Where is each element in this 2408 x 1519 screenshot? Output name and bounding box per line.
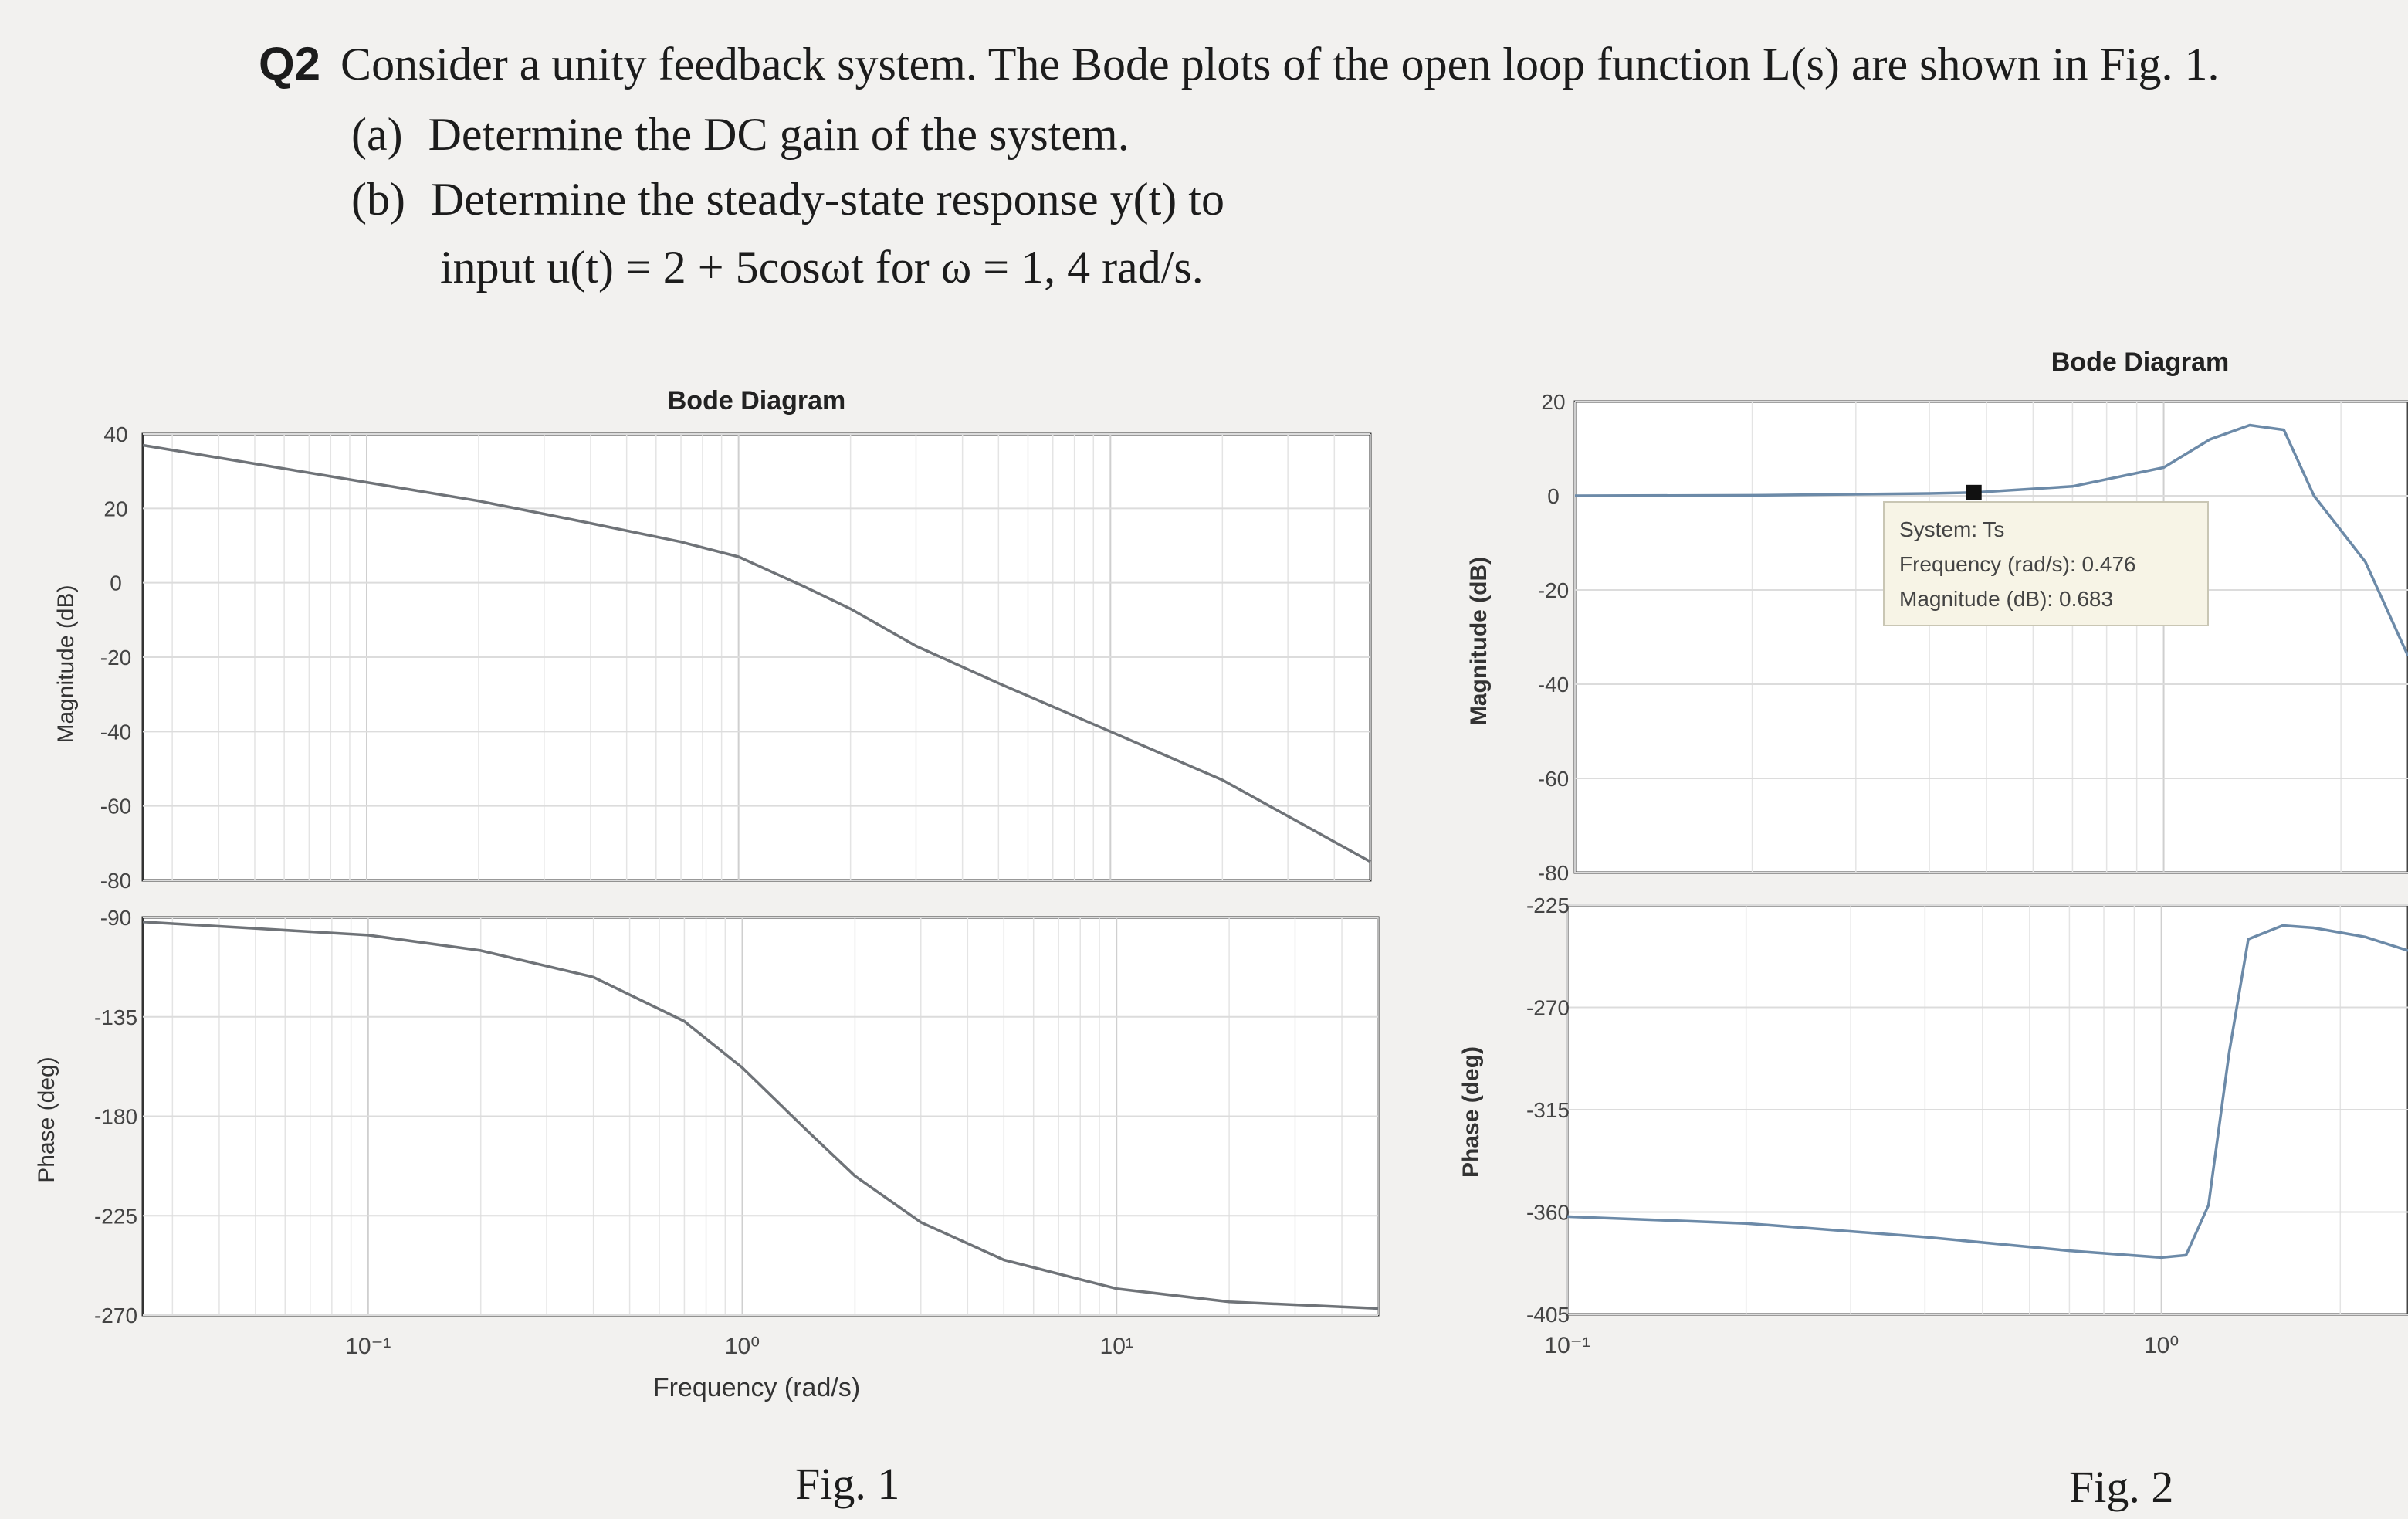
fig2-mag-series-line: [1574, 423, 2408, 657]
fig1-mag-ytick: 40: [103, 422, 127, 446]
fig2-caption: Fig. 2: [2069, 1462, 2174, 1512]
fig2-mag-ytick: -40: [1538, 673, 1569, 697]
fig1-mag-ytick: -40: [100, 720, 131, 744]
fig1-phase-xtick: 10⁰: [725, 1334, 760, 1359]
fig1-title: Bode Diagram: [668, 386, 846, 415]
fig1-mag-ytick: -80: [100, 869, 131, 893]
datatip-frequency: Frequency (rad/s): 0.476: [1899, 552, 2136, 576]
datatip-magnitude: Magnitude (dB): 0.683: [1899, 587, 2113, 611]
fig1-mag-ytick: 0: [110, 571, 122, 595]
fig1-mag-ytick: -20: [100, 646, 131, 670]
fig1-magnitude-axes: 40 20 0 -20 -40 -60 -80: [100, 422, 1372, 893]
fig2-phase-ytick: -360: [1526, 1201, 1570, 1225]
datatip-box: [1883, 501, 2209, 626]
fig1-phase-series-line: [142, 920, 1379, 1310]
question-text: Consider a unity feedback system. The Bo…: [340, 39, 2220, 90]
fig1-phase-xtick: 10¹: [1100, 1334, 1133, 1359]
part-b-text-line2: input u(t) = 2 + 5cosωt for ω = 1, 4 rad…: [440, 242, 1204, 293]
fig1-magnitude-ylabel: Magnitude (dB): [53, 585, 79, 743]
fig1-phase-xtick: 10⁻¹: [345, 1334, 391, 1359]
fig1-mag-ytick: -60: [100, 795, 131, 819]
fig1-phase-ytick: -90: [100, 906, 131, 930]
part-b: (b) Determine the steady-state response …: [351, 173, 1224, 226]
fig2-phase-ytick: -405: [1526, 1303, 1570, 1327]
fig2-title: Bode Diagram: [2051, 348, 2230, 377]
part-b-text-line1: Determine the steady-state response y(t)…: [430, 174, 1224, 225]
fig2-mag-ytick: -60: [1538, 767, 1569, 791]
fig1-phase-ytick: -135: [94, 1005, 137, 1029]
datatip-marker: [1966, 484, 1982, 500]
fig2-mag-ytick: -20: [1538, 578, 1569, 602]
part-a-label: (a): [351, 109, 403, 160]
fig2-phase-ytick: -315: [1526, 1098, 1570, 1122]
fig1-mag-ytick: 20: [103, 497, 127, 520]
fig2-phase-xtick: 10⁻¹: [1544, 1333, 1590, 1358]
fig2-magnitude-ylabel: Magnitude (dB): [1466, 557, 1492, 725]
fig2-mag-ytick: 0: [1547, 484, 1560, 508]
question-number: Q2: [259, 38, 321, 90]
fig2-datatip: System: Ts Frequency (rad/s): 0.476 Magn…: [1883, 501, 2209, 626]
question-header: Q2 Consider a unity feedback system. The …: [259, 37, 2220, 91]
part-b-label: (b): [351, 174, 405, 225]
fig2-phase-axes: -225 -270 -315 -360 -405 10⁻¹ 10⁰: [1526, 893, 2408, 1358]
fig2-magnitude-axes: 20 0 -20 -40 -60 -80: [1538, 390, 2408, 885]
part-a: (a) Determine the DC gain of the system.: [351, 108, 1129, 161]
datatip-system: System: Ts: [1899, 517, 2004, 541]
fig1-xlabel: Frequency (rad/s): [653, 1373, 860, 1402]
fig2-mag-ytick: -80: [1538, 861, 1569, 885]
fig1-phase-axes: -90 -135 -180 -225 -270 10⁻¹ 10⁰ 10¹: [94, 906, 1380, 1359]
fig1: Bode Diagram 40 20 0 -20 -40 -60 -80 -90 -135 -1…: [34, 386, 1380, 1402]
fig2: Bode Diagram 20 0 -20 -40 -60 -80 -225 -270 -31…: [1458, 348, 2408, 1358]
fig2-phase-ytick: -225: [1526, 893, 1570, 917]
fig1-phase-ytick: -180: [94, 1105, 137, 1129]
fig1-mag-series-line: [142, 443, 1371, 863]
fig1-phase-ytick: -225: [94, 1204, 137, 1228]
fig2-mag-ytick: 20: [1541, 390, 1565, 414]
fig2-phase-ylabel: Phase (deg): [1458, 1046, 1484, 1178]
fig2-phase-xtick: 10⁰: [2144, 1333, 2179, 1358]
part-a-text: Determine the DC gain of the system.: [428, 109, 1129, 160]
fig1-phase-ylabel: Phase (deg): [34, 1056, 59, 1182]
fig1-phase-ytick: -270: [94, 1304, 137, 1327]
fig2-magnitude-plot-area: [1573, 400, 2408, 874]
fig1-caption: Fig. 1: [795, 1459, 900, 1509]
fig2-phase-ytick: -270: [1526, 996, 1570, 1020]
